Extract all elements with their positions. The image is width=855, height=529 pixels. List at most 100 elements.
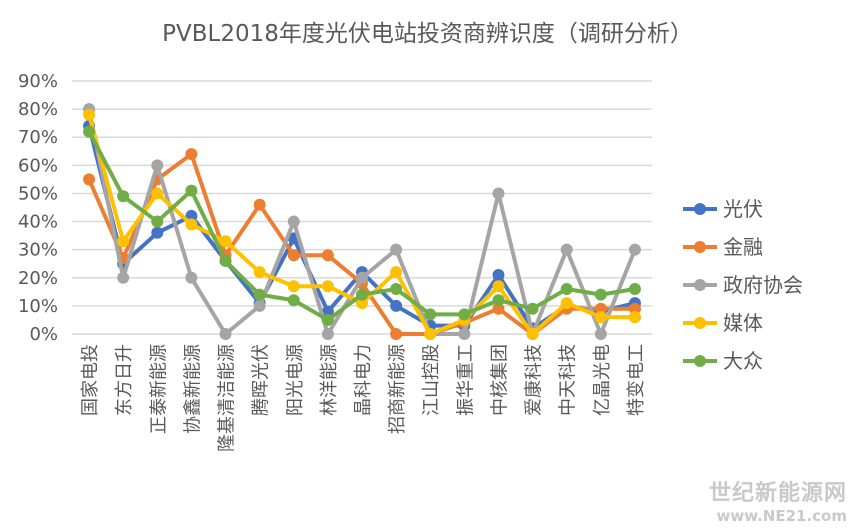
data-point bbox=[151, 159, 164, 172]
legend-label: 媒体 bbox=[723, 311, 763, 335]
x-tick-label: 中天科技 bbox=[558, 344, 579, 416]
data-point bbox=[594, 311, 607, 324]
y-tick-label: 60% bbox=[18, 155, 58, 176]
data-point bbox=[151, 226, 164, 239]
legend-marker bbox=[694, 355, 706, 367]
legend-label: 政府协会 bbox=[723, 273, 803, 297]
data-point bbox=[356, 288, 368, 301]
data-point bbox=[492, 302, 505, 315]
data-point bbox=[390, 328, 403, 340]
watermark: 世纪新能源网 www.NE21.com bbox=[709, 475, 847, 525]
legend-marker bbox=[694, 317, 706, 329]
data-point bbox=[458, 328, 471, 340]
data-point bbox=[151, 187, 164, 200]
x-tick-label: 阳光电源 bbox=[285, 344, 306, 416]
data-point bbox=[560, 243, 573, 256]
data-point bbox=[321, 305, 334, 318]
x-tick-label: 江山控股 bbox=[421, 344, 442, 416]
y-tick-label: 10% bbox=[18, 296, 58, 317]
data-point bbox=[253, 288, 266, 301]
data-point bbox=[83, 173, 96, 186]
data-point bbox=[560, 283, 573, 296]
legend-marker bbox=[694, 241, 706, 253]
data-point bbox=[356, 297, 368, 310]
data-point bbox=[628, 311, 641, 324]
x-tick-label: 林洋能源 bbox=[319, 344, 340, 416]
data-point bbox=[628, 302, 641, 315]
data-point bbox=[492, 268, 505, 281]
data-point bbox=[628, 243, 641, 256]
data-point bbox=[458, 308, 471, 321]
data-point bbox=[185, 218, 198, 231]
x-tick-label: 招商新能源 bbox=[387, 344, 408, 434]
x-tick-label: 正泰新能源 bbox=[148, 344, 169, 434]
data-point bbox=[560, 297, 573, 310]
data-point bbox=[492, 294, 505, 307]
y-tick-label: 40% bbox=[18, 212, 58, 233]
data-point bbox=[424, 328, 437, 340]
data-point bbox=[185, 271, 198, 284]
data-point bbox=[219, 235, 232, 248]
data-point bbox=[253, 299, 266, 312]
x-tick-label: 中核集团 bbox=[489, 344, 510, 416]
y-tick-label: 30% bbox=[18, 240, 58, 261]
data-point bbox=[117, 190, 130, 203]
data-point bbox=[83, 108, 96, 121]
y-tick-label: 90% bbox=[18, 71, 58, 92]
data-point bbox=[526, 302, 539, 315]
x-tick-label: 国家电投 bbox=[80, 344, 101, 416]
x-tick-label: 隆基清洁能源 bbox=[217, 344, 238, 452]
y-tick-label: 70% bbox=[18, 127, 58, 148]
data-point bbox=[390, 299, 403, 312]
legend-marker bbox=[694, 203, 706, 215]
legend-label: 金融 bbox=[723, 235, 763, 259]
data-point bbox=[321, 313, 334, 326]
y-tick-label: 20% bbox=[18, 268, 58, 289]
data-point bbox=[253, 198, 266, 211]
data-point bbox=[151, 215, 164, 228]
data-point bbox=[287, 294, 300, 307]
data-point bbox=[594, 288, 607, 301]
data-point bbox=[390, 283, 403, 296]
data-point bbox=[219, 328, 232, 340]
legend-marker bbox=[694, 279, 706, 291]
data-point bbox=[185, 148, 198, 161]
data-point bbox=[628, 283, 641, 296]
x-tick-label: 晶科电力 bbox=[353, 344, 374, 416]
data-point bbox=[117, 271, 130, 284]
y-tick-label: 50% bbox=[18, 183, 58, 204]
data-point bbox=[321, 328, 334, 340]
data-point bbox=[185, 209, 198, 222]
data-point bbox=[390, 266, 403, 279]
y-tick-label: 80% bbox=[18, 99, 58, 120]
data-point bbox=[526, 328, 539, 340]
x-tick-label: 亿晶光电 bbox=[592, 344, 613, 416]
data-point bbox=[253, 266, 266, 279]
x-tick-label: 协鑫新能源 bbox=[182, 344, 203, 434]
data-point bbox=[492, 280, 505, 293]
data-point bbox=[83, 125, 96, 138]
data-point bbox=[219, 254, 232, 267]
watermark-line1: 世纪新能源网 bbox=[708, 481, 847, 506]
data-point bbox=[594, 328, 607, 340]
x-tick-label: 爱康科技 bbox=[524, 344, 545, 416]
data-point bbox=[117, 235, 130, 248]
data-point bbox=[185, 184, 198, 197]
x-tick-label: 东方日升 bbox=[114, 344, 135, 416]
x-tick-label: 特变电工 bbox=[626, 344, 647, 416]
data-point bbox=[321, 280, 334, 293]
data-point bbox=[424, 308, 437, 321]
data-point bbox=[390, 243, 403, 256]
data-point bbox=[492, 187, 505, 200]
watermark-line2: www.NE21.com bbox=[716, 507, 847, 525]
data-point bbox=[287, 215, 300, 228]
data-point bbox=[356, 271, 368, 284]
chart-title: PVBL2018年度光伏电站投资商辨识度（调研分析） bbox=[162, 21, 693, 47]
y-tick-label: 0% bbox=[29, 324, 58, 345]
legend-label: 大众 bbox=[723, 349, 763, 373]
data-point bbox=[321, 249, 334, 262]
legend-label: 光伏 bbox=[723, 197, 763, 221]
x-tick-label: 腾晖光伏 bbox=[251, 344, 272, 416]
